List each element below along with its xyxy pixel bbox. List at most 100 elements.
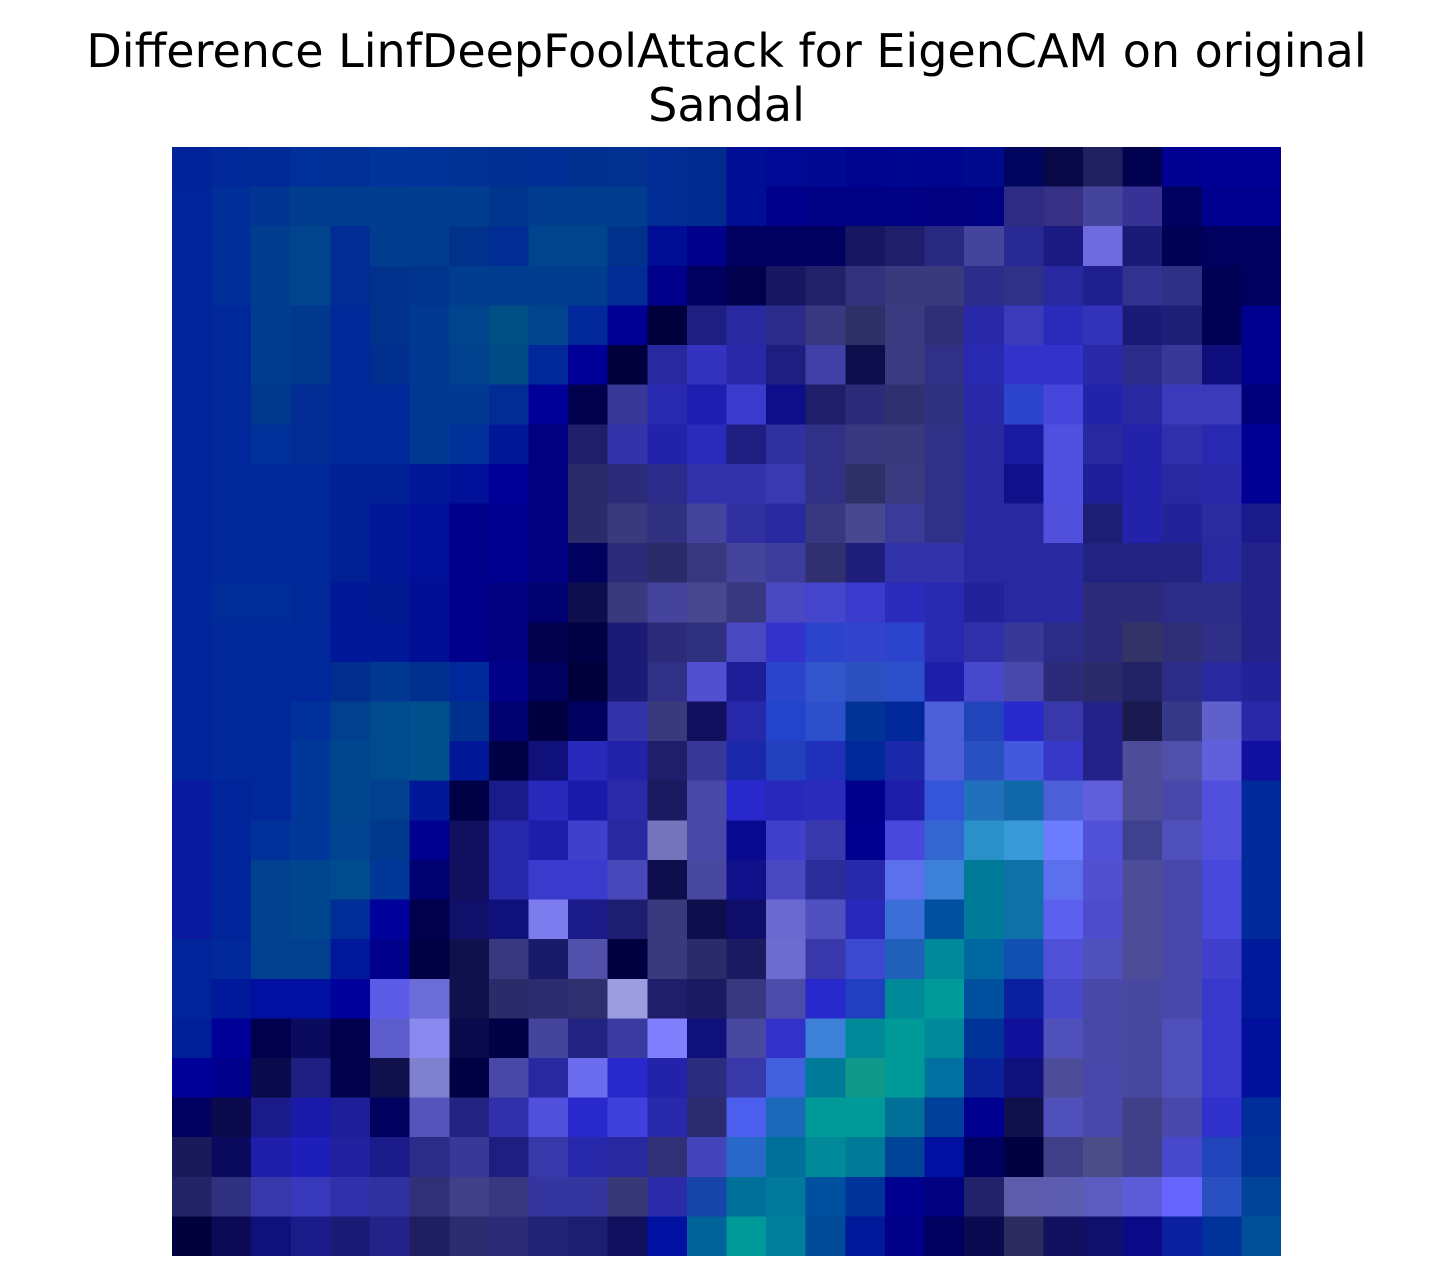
heatmap-cell-r11-c23	[1082, 582, 1124, 623]
heatmap-cell-r1-c9	[528, 186, 569, 227]
heatmap-cell-r11-c16	[805, 582, 846, 623]
heatmap-cell-r5-c7	[449, 345, 490, 386]
heatmap-cell-r27-c3	[290, 1216, 332, 1256]
heatmap-cell-r18-c1	[211, 859, 252, 901]
heatmap-cell-r1-c4	[330, 186, 371, 227]
heatmap-cell-r3-c17	[845, 265, 886, 307]
heatmap-cell-r6-c17	[845, 384, 886, 425]
heatmap-cell-r27-c1	[211, 1216, 252, 1256]
heatmap-cell-r14-c1	[211, 701, 252, 742]
heatmap-cell-r18-c8	[488, 859, 530, 901]
heatmap-cell-r5-c21	[1003, 345, 1044, 386]
heatmap-cell-r14-c16	[805, 701, 846, 742]
heatmap-cell-r5-c24	[1122, 345, 1163, 386]
heatmap-cell-r7-c17	[845, 424, 886, 465]
heatmap-cell-r10-c7	[449, 543, 490, 584]
heatmap-cell-r6-c7	[449, 384, 490, 425]
heatmap-cell-r19-c3	[290, 899, 332, 940]
heatmap-cell-r8-c22	[1043, 463, 1084, 505]
heatmap-cell-r8-c2	[251, 463, 292, 505]
heatmap-cell-r3-c16	[805, 265, 846, 307]
heatmap-cell-r11-c25	[1162, 582, 1203, 623]
heatmap-cell-r4-c8	[488, 305, 530, 346]
heatmap-cell-r3-c3	[290, 265, 332, 307]
heatmap-cell-r10-c14	[726, 543, 767, 584]
heatmap-cell-r0-c8	[488, 147, 530, 188]
heatmap-cell-r8-c20	[964, 463, 1005, 505]
heatmap-cell-r2-c19	[924, 226, 965, 267]
heatmap-cell-r0-c22	[1043, 147, 1084, 188]
heatmap-cell-r14-c23	[1082, 701, 1124, 742]
heatmap-cell-r17-c3	[290, 820, 332, 861]
heatmap-cell-r25-c27	[1241, 1137, 1281, 1178]
heatmap-cell-r13-c7	[449, 661, 490, 703]
heatmap-cell-r24-c21	[1003, 1097, 1044, 1138]
heatmap-cell-r6-c22	[1043, 384, 1084, 425]
heatmap-cell-r26-c1	[211, 1176, 252, 1217]
heatmap-cell-r20-c24	[1122, 939, 1163, 980]
heatmap-cell-r14-c18	[884, 701, 926, 742]
heatmap-cell-r2-c7	[449, 226, 490, 267]
heatmap-cell-r24-c24	[1122, 1097, 1163, 1138]
heatmap-cell-r7-c19	[924, 424, 965, 465]
heatmap-cell-r1-c5	[370, 186, 411, 227]
heatmap-cell-r27-c14	[726, 1216, 767, 1256]
heatmap-cell-r20-c22	[1043, 939, 1084, 980]
heatmap-cell-r8-c14	[726, 463, 767, 505]
heatmap-cell-r3-c18	[884, 265, 926, 307]
heatmap-cell-r27-c27	[1241, 1216, 1281, 1256]
heatmap-cell-r19-c26	[1201, 899, 1242, 940]
heatmap-cell-r27-c15	[766, 1216, 807, 1256]
heatmap-cell-r21-c8	[488, 978, 530, 1019]
heatmap-cell-r19-c13	[686, 899, 728, 940]
heatmap-cell-r9-c26	[1201, 503, 1242, 544]
heatmap-cell-r3-c14	[726, 265, 767, 307]
heatmap-cell-r9-c17	[845, 503, 886, 544]
heatmap-cell-r12-c6	[409, 622, 450, 663]
heatmap-cell-r11-c10	[568, 582, 609, 623]
heatmap-cell-r20-c25	[1162, 939, 1203, 980]
heatmap-cell-r17-c17	[845, 820, 886, 861]
heatmap-cell-r18-c6	[409, 859, 450, 901]
heatmap-cell-r10-c26	[1201, 543, 1242, 584]
heatmap-cell-r24-c2	[251, 1097, 292, 1138]
heatmap-cell-r8-c12	[647, 463, 688, 505]
heatmap-cell-r1-c10	[568, 186, 609, 227]
heatmap-cell-r18-c5	[370, 859, 411, 901]
heatmap-cell-r20-c1	[211, 939, 252, 980]
heatmap-cell-r4-c13	[686, 305, 728, 346]
heatmap-cell-r1-c25	[1162, 186, 1203, 227]
heatmap-cell-r19-c11	[607, 899, 648, 940]
heatmap-cell-r21-c0	[172, 978, 213, 1019]
heatmap-cell-r18-c12	[647, 859, 688, 901]
heatmap-cell-r9-c23	[1082, 503, 1124, 544]
heatmap-cell-r14-c20	[964, 701, 1005, 742]
heatmap-cell-r9-c1	[211, 503, 252, 544]
heatmap-cell-r27-c6	[409, 1216, 450, 1256]
heatmap-cell-r27-c25	[1162, 1216, 1203, 1256]
heatmap-cell-r1-c22	[1043, 186, 1084, 227]
heatmap-cell-r27-c10	[568, 1216, 609, 1256]
heatmap-cell-r21-c6	[409, 978, 450, 1019]
heatmap-cell-r27-c5	[370, 1216, 411, 1256]
heatmap-cell-r23-c9	[528, 1057, 569, 1099]
heatmap-cell-r12-c0	[172, 622, 213, 663]
heatmap-cell-r19-c19	[924, 899, 965, 940]
heatmap-cell-r16-c19	[924, 780, 965, 821]
heatmap-cell-r17-c10	[568, 820, 609, 861]
heatmap-cell-r18-c19	[924, 859, 965, 901]
heatmap-cell-r17-c20	[964, 820, 1005, 861]
heatmap-cell-r18-c15	[766, 859, 807, 901]
heatmap-cell-r27-c7	[449, 1216, 490, 1256]
heatmap-cell-r12-c13	[686, 622, 728, 663]
heatmap-cell-r12-c27	[1241, 622, 1281, 663]
heatmap-cell-r26-c9	[528, 1176, 569, 1217]
heatmap-cell-r21-c3	[290, 978, 332, 1019]
heatmap-cell-r27-c12	[647, 1216, 688, 1256]
heatmap-cell-r6-c10	[568, 384, 609, 425]
heatmap-cell-r7-c20	[964, 424, 1005, 465]
heatmap-cell-r2-c25	[1162, 226, 1203, 267]
heatmap-cell-r3-c22	[1043, 265, 1084, 307]
heatmap-cell-r12-c12	[647, 622, 688, 663]
heatmap-cell-r26-c0	[172, 1176, 213, 1217]
